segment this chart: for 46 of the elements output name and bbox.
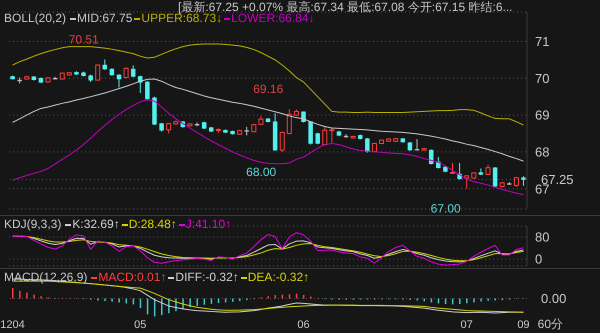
line-series (12, 44, 524, 126)
annotation: 67.00 (430, 202, 462, 216)
text: 60分 (538, 316, 563, 333)
candlestick (428, 148, 434, 165)
candlestick (124, 66, 129, 79)
ref-line-label: 0.00 (541, 291, 566, 306)
x-tick-label: 1204 (0, 319, 25, 331)
annotation: 70.51 (68, 32, 100, 46)
candlestick (95, 64, 100, 81)
legend-label: K:32.69↑ (71, 217, 120, 231)
legend-title: MACD(12,26,9) (4, 270, 88, 284)
legend-label: DIFF:-0.32↑ (174, 270, 239, 284)
y-tick-label: 71 (535, 34, 550, 50)
candlestick (329, 127, 334, 144)
annotation: 68.00 (246, 164, 277, 179)
candlestick (492, 166, 498, 188)
x-tick-label: 05 (134, 319, 146, 331)
candlestick (365, 137, 370, 154)
candlestick (145, 80, 150, 101)
legend-label: LOWER:66.84↓ (231, 11, 314, 25)
x-tick-label: 07 (460, 319, 473, 331)
candlestick (280, 131, 285, 152)
legend-label: MACD:0.01↑ (97, 270, 166, 284)
candlestick (322, 126, 328, 146)
legend-title: BOLL(20,2) (4, 11, 66, 25)
legend-label: DEA:-0.32↑ (246, 270, 310, 284)
y-tick-label: 68 (535, 144, 550, 160)
legend-label: MID:67.75 (76, 11, 132, 25)
x-tick-label: 09 (517, 319, 530, 331)
legend-label: D:28.48↑ (128, 217, 177, 231)
legend-label: J:41.10↑ (184, 217, 232, 231)
candlestick (308, 120, 313, 146)
y-tick-label: 69 (535, 108, 550, 123)
candlestick (116, 74, 122, 88)
y-tick-label: 0 (535, 252, 542, 267)
x-tick-label: 06 (297, 319, 310, 331)
y-tick-label: 70 (535, 70, 550, 86)
y-tick-label: 80 (535, 230, 550, 245)
candlestick (521, 176, 526, 186)
chart-title: [最新:67.25 +0.07% 最高:67.34 最低:67.08 今开:67.15 昨结:6... (178, 0, 512, 14)
candlestick (102, 59, 108, 70)
candlestick (414, 138, 420, 151)
annotation: 69.16 (253, 82, 284, 96)
line-series (12, 99, 524, 196)
legend-title: KDJ(9,3,3) (4, 217, 62, 231)
candlestick (286, 108, 292, 135)
